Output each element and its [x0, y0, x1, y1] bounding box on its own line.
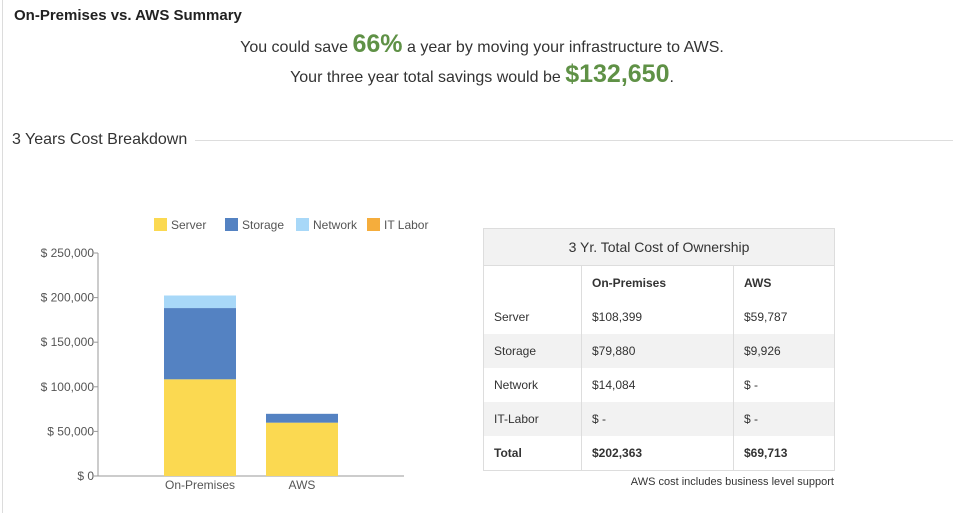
y-tick-label: $ 150,000 [41, 335, 95, 349]
tco-header-cell: On-Premises [581, 266, 733, 300]
x-tick-label: On-Premises [165, 478, 235, 492]
tco-row-total: Total $202,363 $69,713 [484, 436, 834, 470]
tco-row-server: Server $108,399 $59,787 [484, 300, 834, 334]
legend-item-network: Network [296, 218, 357, 232]
y-tick-label: $ 200,000 [41, 291, 95, 305]
tco-table: 3 Yr. Total Cost of Ownership On-Premise… [483, 228, 835, 471]
y-tick-label: $ 50,000 [47, 424, 94, 438]
tco-row-network: Network $14,084 $ - [484, 368, 834, 402]
y-tick-label: $ 0 [77, 469, 94, 483]
tco-cell-aws: $ - [733, 402, 832, 436]
section-divider [190, 140, 953, 141]
three-year-savings-text: Your three year total savings would be $… [0, 60, 960, 89]
left-border [2, 0, 3, 513]
tco-cell-aws: $ - [733, 368, 832, 402]
legend-item-storage: Storage [225, 218, 284, 232]
legend-swatch [154, 218, 167, 231]
tco-header-cell: AWS [733, 266, 832, 300]
tco-row-it-labor: IT-Labor $ - $ - [484, 402, 834, 436]
tco-cell-aws: $9,926 [733, 334, 832, 368]
tco-footnote: AWS cost includes business level support [630, 476, 834, 488]
legend-label: IT Labor [384, 218, 429, 232]
legend-item-it-labor: IT Labor [367, 218, 428, 232]
legend-swatch [296, 218, 309, 231]
tco-cell-aws: $59,787 [733, 300, 832, 334]
tco-row-storage: Storage $79,880 $9,926 [484, 334, 834, 368]
tco-cell-on-premises: $202,363 [581, 436, 733, 470]
legend-label: Server [171, 218, 207, 232]
tco-cell-aws: $69,713 [733, 436, 832, 470]
tco-cell-on-premises: $ - [581, 402, 733, 436]
three-year-savings-amount: $132,650 [565, 60, 670, 88]
tco-cell-on-premises: $79,880 [581, 334, 733, 368]
legend-label: Network [313, 218, 358, 232]
bar-server-aws [266, 422, 338, 476]
legend-swatch [225, 218, 238, 231]
x-tick-label: AWS [289, 478, 316, 492]
bar-storage-on-premises [164, 308, 236, 380]
tco-header-cell [484, 266, 581, 300]
bar-network-on-premises [164, 295, 236, 309]
three-year-savings-prefix: Your three year total savings would be [290, 69, 561, 86]
legend-swatch [367, 218, 380, 231]
tco-row-label: Storage [494, 344, 537, 358]
tco-row-label: Network [494, 378, 539, 392]
y-tick-label: $ 250,000 [41, 246, 95, 260]
cost-breakdown-chart: $ 0 $ 50,000 $ 100,000 $ 150,000 $ 200,000 $ … [41, 246, 404, 492]
annual-savings-text: You could save 66% a year by moving your… [0, 30, 960, 59]
bar-storage-aws [266, 413, 338, 423]
three-year-savings-period: . [669, 69, 674, 86]
tco-table-title: 3 Yr. Total Cost of Ownership [484, 229, 834, 266]
annual-savings-prefix: You could save [240, 39, 349, 56]
section-title: 3 Years Cost Breakdown [12, 131, 196, 149]
tco-cell-on-premises: $14,084 [581, 368, 733, 402]
tco-header-row: On-Premises AWS [484, 266, 834, 300]
y-tick-label: $ 100,000 [41, 380, 95, 394]
legend-label: Storage [242, 218, 285, 232]
legend-item-server: Server [154, 218, 206, 232]
annual-savings-suffix: a year by moving your infrastructure to … [407, 39, 724, 56]
bar-server-on-premises [164, 379, 236, 476]
tco-row-label: IT-Labor [494, 412, 539, 426]
tco-cell-on-premises: $108,399 [581, 300, 733, 334]
annual-savings-percent: 66% [352, 30, 403, 58]
tco-row-label: Total [494, 446, 522, 460]
summary-title: On-Premises vs. AWS Summary [14, 7, 242, 24]
tco-row-label: Server [494, 310, 530, 324]
